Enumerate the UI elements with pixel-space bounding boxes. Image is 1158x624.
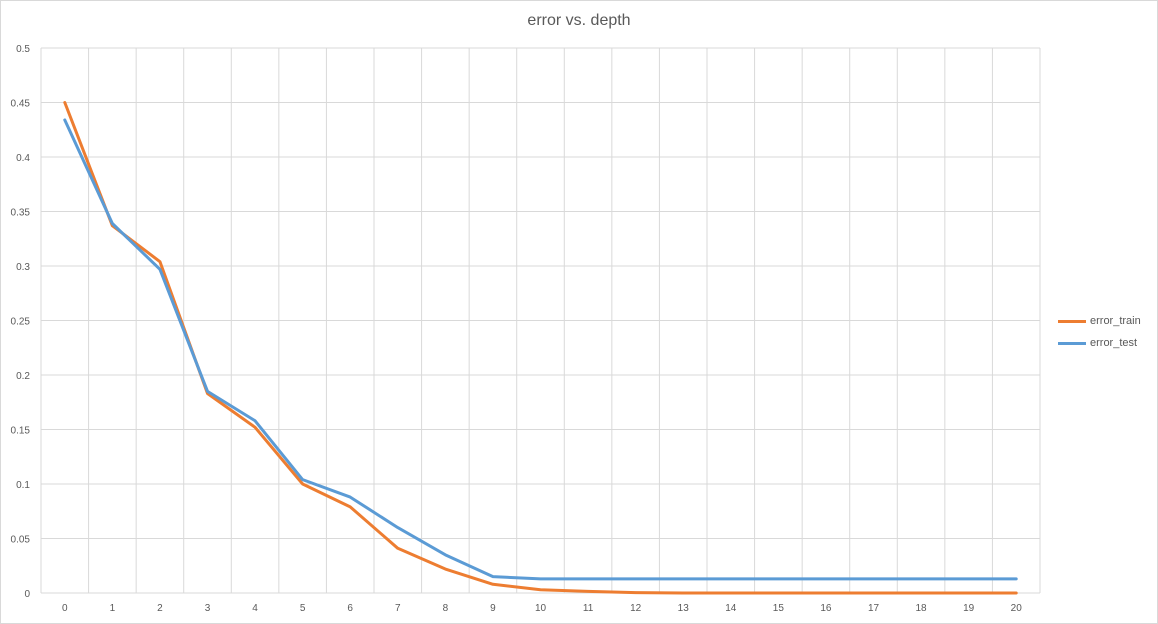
x-tick-label: 13: [678, 603, 690, 614]
y-tick-label: 0.3: [16, 262, 30, 273]
x-tick-label: 17: [868, 603, 880, 614]
legend-swatch-test: [1058, 341, 1086, 345]
x-tick-label: 9: [490, 603, 496, 614]
legend-label-train: error_train: [1090, 315, 1141, 327]
x-tick-label: 7: [395, 603, 401, 614]
y-tick-label: 0.45: [11, 99, 31, 110]
x-tick-label: 15: [773, 603, 785, 614]
series-line-error-train: [63, 101, 1018, 595]
x-tick-label: 18: [916, 603, 928, 614]
y-tick-label: 0.15: [11, 426, 31, 437]
series-line-error-test: [63, 118, 1018, 581]
x-tick-label: 19: [963, 603, 975, 614]
y-tick-label: 0.2: [16, 371, 30, 382]
x-tick-label: 0: [62, 603, 68, 614]
x-tick-label: 16: [820, 603, 832, 614]
x-tick-label: 2: [157, 603, 163, 614]
legend: error_train error_test: [1058, 310, 1141, 354]
y-tick-label: 0.5: [16, 44, 30, 55]
legend-label-test: error_test: [1090, 337, 1138, 349]
x-tick-label: 14: [725, 603, 737, 614]
y-tick-label: 0.1: [16, 480, 30, 491]
legend-item-train: error_train: [1058, 310, 1141, 332]
y-tick-label: 0.25: [11, 317, 31, 328]
x-tick-label: 11: [583, 603, 594, 614]
x-tick-label: 8: [443, 603, 449, 614]
x-tick-label: 6: [347, 603, 353, 614]
x-tick-label: 20: [1011, 603, 1023, 614]
x-tick-label: 12: [630, 603, 642, 614]
x-tick-label: 1: [110, 603, 116, 614]
x-tick-label: 4: [252, 603, 258, 614]
y-tick-label: 0: [24, 589, 30, 600]
x-tick-label: 10: [535, 603, 547, 614]
chart-title: error vs. depth: [527, 12, 631, 29]
y-tick-label: 0.4: [16, 153, 30, 164]
legend-swatch-train: [1058, 319, 1086, 323]
y-tick-label: 0.05: [11, 535, 31, 546]
x-tick-label: 5: [300, 603, 306, 614]
legend-item-test: error_test: [1058, 332, 1141, 354]
x-tick-label: 3: [205, 603, 211, 614]
y-tick-label: 0.35: [11, 208, 31, 219]
